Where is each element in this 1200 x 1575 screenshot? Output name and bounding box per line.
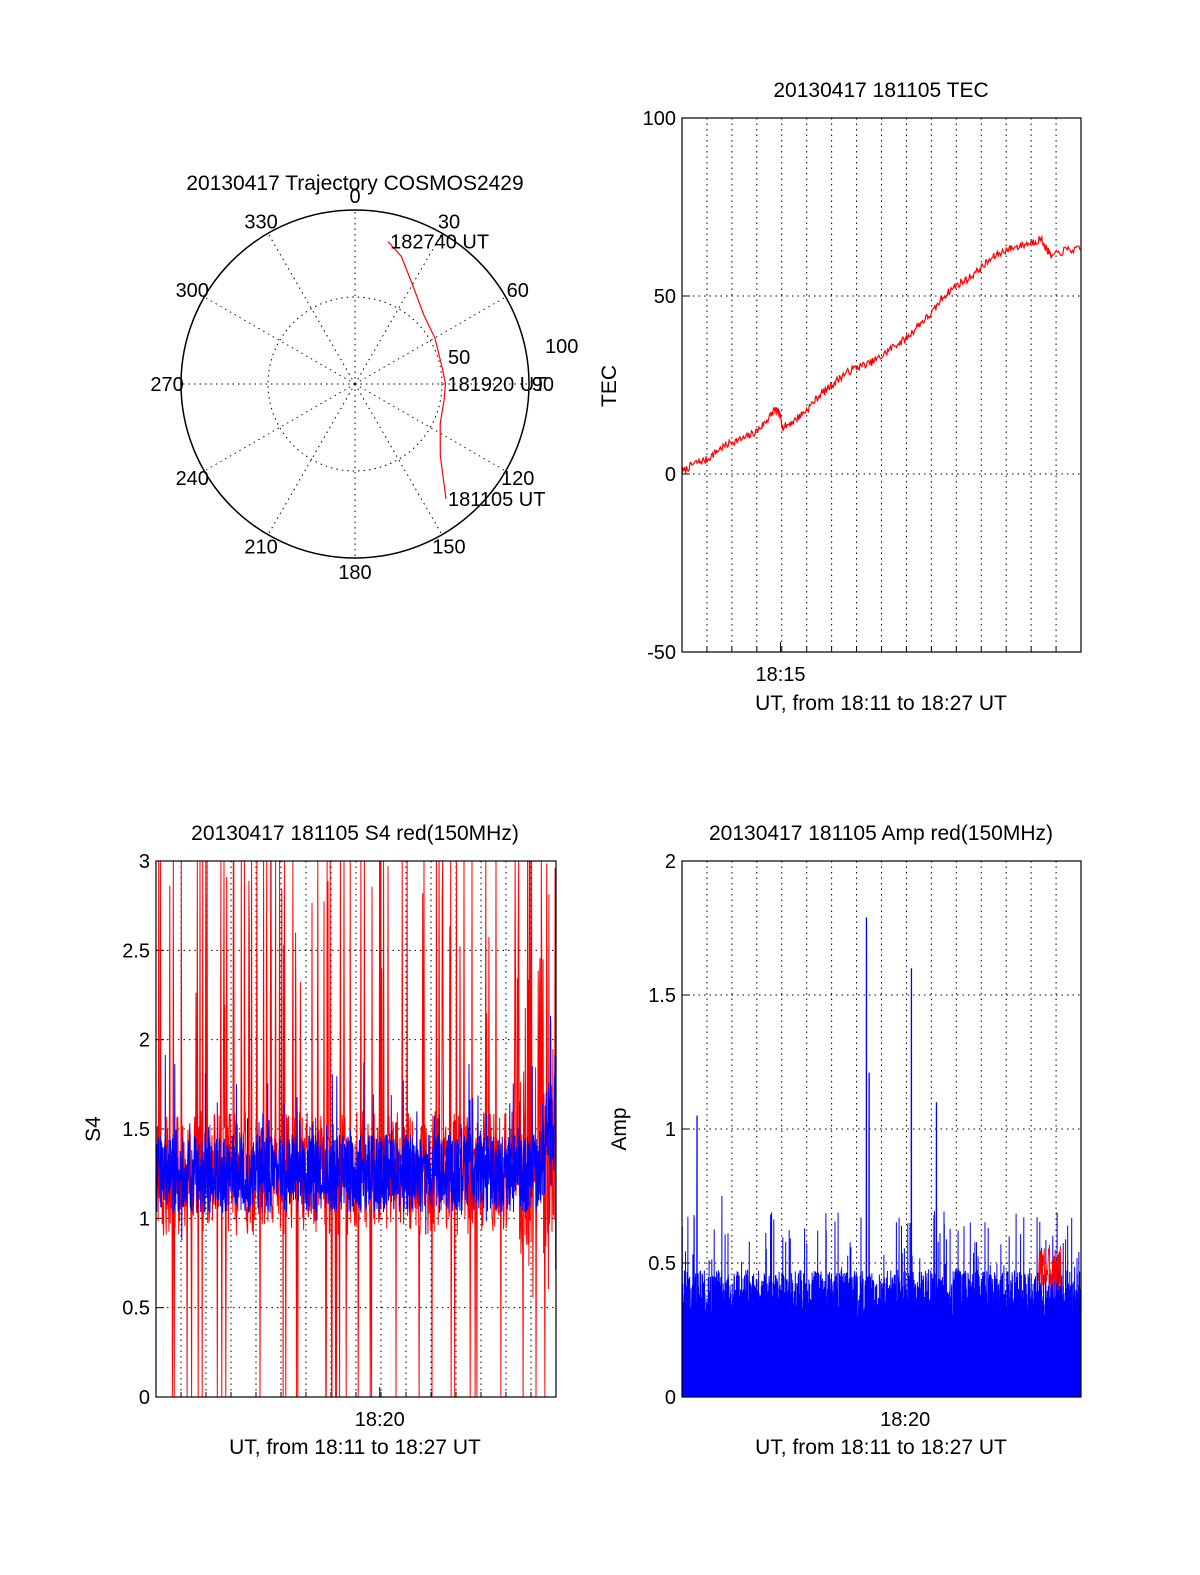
tec-y-axis-label: TEC: [598, 365, 621, 407]
s4-y-tick-label: 2: [139, 1030, 150, 1052]
amp-y-tick-label: 1: [665, 1119, 676, 1141]
s4-y-tick-label: 2.5: [122, 940, 150, 962]
s4-x-axis-label: UT, from 18:11 to 18:27 UT: [229, 1436, 481, 1459]
polar-angle-label: 180: [338, 562, 371, 584]
amp-red-series: [1038, 1244, 1062, 1293]
polar-angle-label: 30: [438, 211, 460, 233]
s4-y-tick-label: 1.5: [122, 1119, 150, 1141]
polar-grid-circle: [267, 296, 443, 472]
polar-angle-label: 150: [432, 537, 465, 559]
tec-panel: 20130417 181105 TEC TEC UT, from 18:11 t…: [598, 79, 1082, 715]
polar-angle-label: 300: [176, 280, 209, 302]
s4-y-tick-label: 0.5: [122, 1298, 150, 1320]
tec-y-tick-label: 50: [654, 286, 676, 308]
tec-line: [681, 234, 1082, 475]
polar-angle-label: 60: [507, 280, 529, 302]
s4-y-tick-label: 1: [139, 1208, 150, 1230]
amp-y-tick-label: 0.5: [648, 1253, 676, 1275]
trajectory-time-label: 181920 UT: [447, 374, 546, 396]
polar-angle-label: 270: [150, 374, 183, 396]
polar-spoke: [204, 383, 356, 472]
polar-spoke: [267, 233, 356, 385]
polar-radial-label: 100: [545, 336, 578, 358]
amp-y-tick-label: 2: [665, 851, 676, 873]
polar-spoke: [204, 296, 356, 385]
polar-radial-label: 50: [448, 347, 470, 369]
polar-angle-label: 330: [244, 211, 277, 233]
tec-plot-frame: [681, 117, 1082, 653]
amp-x-tick-label: 18:20: [880, 1409, 930, 1431]
polar-spoke: [354, 233, 443, 385]
polar-angle-label: 240: [176, 468, 209, 490]
amp-y-tick-label: 1.5: [648, 985, 676, 1007]
s4-blue-series: [155, 1015, 557, 1241]
s4-plot-frame: [155, 860, 557, 1398]
polar-spoke: [267, 383, 356, 535]
s4-y-tick-label: 3: [139, 851, 150, 873]
amp-y-axis-label: Amp: [608, 1107, 631, 1150]
polar-spoke: [354, 383, 443, 535]
polar-trajectory-panel: 20130417 Trajectory COSMOS2429 0 30 60 90 12…: [150, 172, 578, 584]
amp-blue-series: [681, 917, 1082, 1398]
amp-title: 20130417 181105 Amp red(150MHz): [709, 822, 1053, 845]
s4-title: 20130417 181105 S4 red(150MHz): [191, 822, 519, 845]
tec-y-tick-label: -50: [647, 642, 676, 664]
trajectory-time-label: 182740 UT: [390, 232, 489, 254]
amp-y-tick-label: 0: [665, 1387, 676, 1409]
s4-x-tick-label: 18:20: [355, 1409, 405, 1431]
s4-y-axis-label: S4: [82, 1116, 105, 1142]
tec-x-tick-label: 18:15: [755, 664, 805, 686]
tec-title: 20130417 181105 TEC: [773, 79, 988, 102]
polar-spoke: [354, 296, 506, 385]
amp-x-axis-label: UT, from 18:11 to 18:27 UT: [755, 1436, 1007, 1459]
polar-angle-label: 120: [501, 468, 534, 490]
trajectory-line: [387, 241, 447, 499]
tec-x-axis-label: UT, from 18:11 to 18:27 UT: [755, 692, 1007, 715]
s4-red-series: [155, 860, 557, 1398]
s4-y-tick-label: 0: [139, 1387, 150, 1409]
polar-spoke: [354, 383, 506, 472]
polar-angle-label: 0: [349, 186, 360, 208]
amp-plot-frame: [681, 860, 1082, 1398]
polar-angle-label: 210: [244, 537, 277, 559]
trajectory-time-label: 181105 UT: [448, 489, 545, 511]
polar-title: 20130417 Trajectory COSMOS2429: [186, 172, 523, 195]
polar-outer-circle: [180, 209, 530, 559]
tec-y-tick-label: 100: [643, 108, 676, 130]
s4-panel: 20130417 181105 S4 red(150MHz) S4 UT, fr…: [82, 822, 557, 1459]
tec-y-tick-label: 0: [665, 464, 676, 486]
polar-angle-label: 90: [532, 374, 554, 396]
amp-panel: 20130417 181105 Amp red(150MHz) Amp UT, …: [608, 822, 1082, 1459]
